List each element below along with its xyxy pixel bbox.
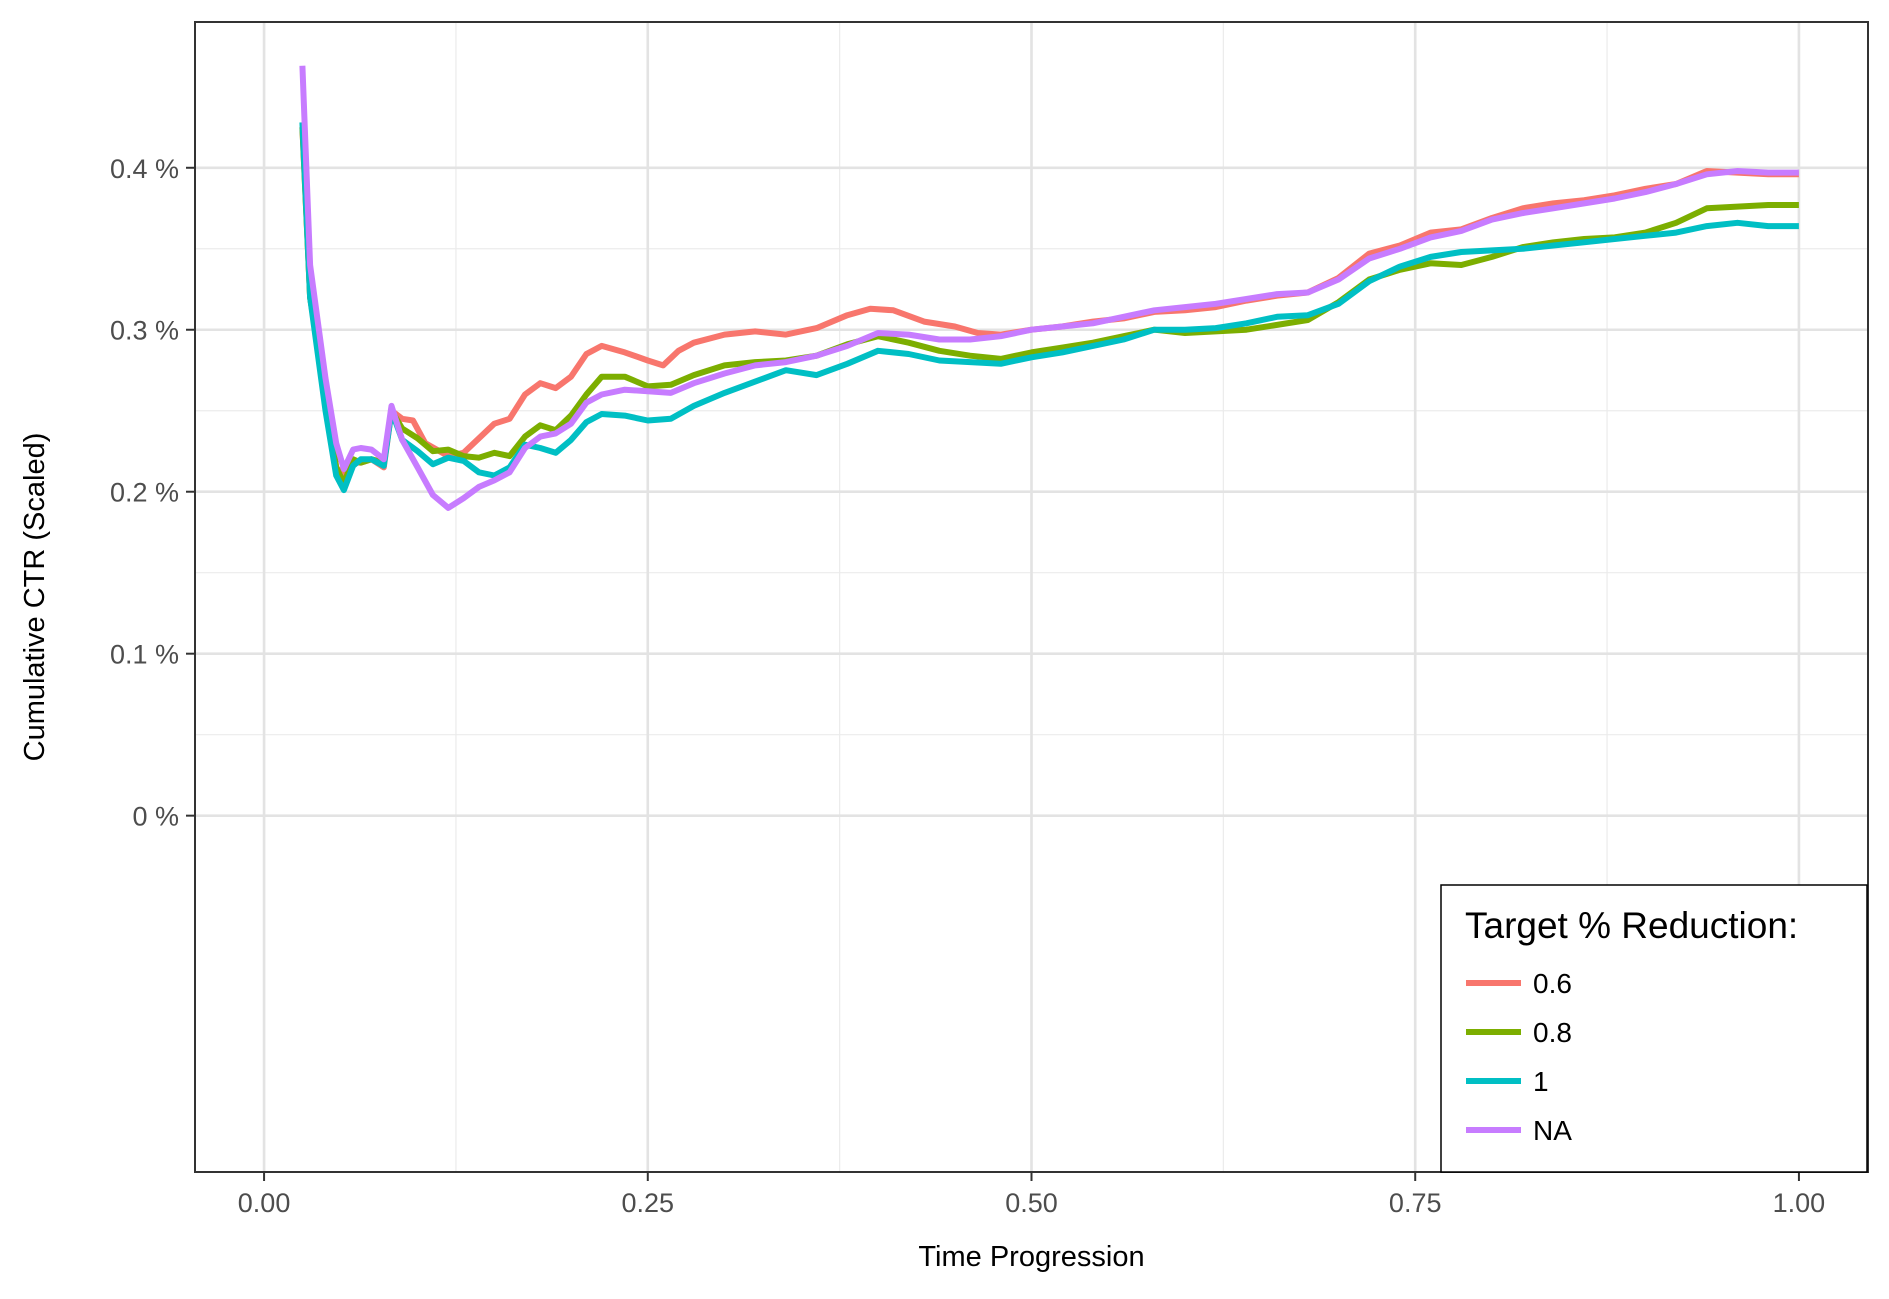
series-line-0-6 — [299, 127, 1799, 479]
x-axis-title: Time Progression — [918, 1241, 1144, 1273]
y-tick-label: 0.3 % — [110, 316, 179, 346]
legend-label-1: 1 — [1533, 1066, 1549, 1097]
y-axis-title: Cumulative CTR (Scaled) — [19, 433, 51, 762]
x-axis: 0.00 0.25 0.50 0.75 1.00 — [238, 1172, 1825, 1218]
legend-label-0-6: 0.6 — [1533, 968, 1572, 999]
legend-label-0-8: 0.8 — [1533, 1017, 1572, 1048]
y-tick-label: 0.4 % — [110, 154, 179, 184]
x-tick-label: 0.75 — [1389, 1188, 1442, 1218]
legend-box — [1440, 884, 1868, 1173]
series-lines — [299, 65, 1799, 511]
x-tick-label: 1.00 — [1773, 1188, 1826, 1218]
y-tick-label: 0 % — [132, 802, 179, 832]
series-line-1 — [299, 122, 1799, 494]
x-tick-label: 0.00 — [238, 1188, 291, 1218]
y-tick-label: 0.2 % — [110, 478, 179, 508]
legend: Target % Reduction: 0.6 0.8 1 NA — [1440, 884, 1868, 1173]
legend-title: Target % Reduction: — [1465, 905, 1798, 946]
legend-label-na: NA — [1533, 1115, 1572, 1146]
y-tick-label: 0.1 % — [110, 640, 179, 670]
x-tick-label: 0.25 — [622, 1188, 675, 1218]
series-line-na — [299, 65, 1799, 511]
series-line-0-8 — [299, 127, 1799, 487]
y-axis: 0 % 0.1 % 0.2 % 0.3 % 0.4 % — [110, 154, 195, 832]
x-tick-label: 0.50 — [1005, 1188, 1058, 1218]
